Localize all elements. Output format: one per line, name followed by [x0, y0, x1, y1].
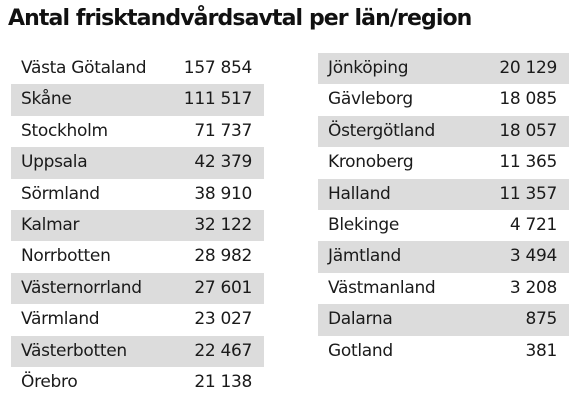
agreement-count: 381 [525, 340, 557, 361]
agreement-count: 32 122 [194, 214, 252, 235]
table-row: Gotland 381 [318, 336, 569, 367]
agreement-count: 38 910 [194, 183, 252, 204]
agreement-count: 18 057 [499, 120, 557, 141]
table-row: Västernorrland 27 601 [11, 272, 264, 305]
region-name: Gotland [328, 340, 393, 361]
region-name: Östergötland [328, 120, 436, 141]
agreement-count: 111 517 [183, 89, 253, 110]
page-title: Antal frisktandvårdsavtal per län/region [8, 6, 472, 31]
right-column-table: Jönköping 20 129 Gävleborg 18 085 Österg… [318, 53, 569, 367]
region-name: Jönköping [328, 58, 409, 78]
region-name: Stockholm [21, 120, 108, 141]
agreement-count: 11 357 [499, 183, 557, 204]
table-row: Kronoberg 11 365 [318, 147, 569, 178]
agreement-count: 11 365 [499, 152, 557, 173]
region-name: Kalmar [21, 214, 80, 235]
region-name: Norrbotten [21, 246, 111, 267]
agreement-count: 22 467 [194, 340, 252, 361]
agreement-count: 28 982 [194, 246, 252, 267]
region-name: Örebro [21, 371, 78, 392]
table-row: Västmanland 3 208 [318, 273, 569, 304]
region-name: Uppsala [21, 152, 88, 173]
table-row: Jämtland 3 494 [318, 241, 569, 273]
table-row: Värmland 23 027 [11, 304, 264, 335]
table-row: Uppsala 42 379 [11, 147, 264, 179]
region-name: Halland [328, 183, 391, 204]
region-name: Jämtland [328, 246, 401, 267]
agreement-count: 20 129 [499, 58, 557, 78]
agreement-count: 23 027 [194, 309, 252, 330]
table-row: Västa Götaland 157 854 [11, 53, 264, 84]
table-row: Sörmland 38 910 [11, 179, 264, 210]
region-name: Värmland [21, 309, 100, 330]
agreement-count: 27 601 [194, 277, 252, 298]
agreement-count: 71 737 [194, 120, 252, 141]
agreement-count: 875 [525, 309, 557, 330]
agreement-count: 3 494 [509, 246, 557, 267]
region-name: Skåne [21, 89, 72, 110]
table-row: Halland 11 357 [318, 178, 569, 210]
region-name: Västernorrland [21, 277, 142, 298]
region-name: Dalarna [328, 309, 393, 330]
region-name: Västa Götaland [21, 58, 147, 78]
agreement-count: 4 721 [509, 214, 557, 235]
left-column-table: Västa Götaland 157 854 Skåne 111 517 Sto… [11, 53, 264, 398]
region-name: Blekinge [328, 214, 400, 235]
agreement-count: 3 208 [509, 277, 557, 298]
agreement-count: 157 854 [183, 58, 253, 78]
agreement-count: 42 379 [194, 152, 252, 173]
region-name: Sörmland [21, 183, 100, 204]
agreement-count: 21 138 [194, 371, 252, 392]
table-row: Örebro 21 138 [11, 367, 264, 398]
region-name: Kronoberg [328, 152, 414, 173]
table-row: Kalmar 32 122 [11, 209, 264, 242]
table-row: Blekinge 4 721 [318, 210, 569, 241]
region-name: Västmanland [328, 277, 436, 298]
agreement-count: 18 085 [499, 89, 557, 110]
table-row: Jönköping 20 129 [318, 53, 569, 85]
table-row: Gävleborg 18 085 [318, 84, 569, 115]
table-row: Skåne 111 517 [11, 84, 264, 116]
table-row: Stockholm 71 737 [11, 116, 264, 147]
table-row: Västerbotten 22 467 [11, 335, 264, 367]
table-row: Dalarna 875 [318, 304, 569, 336]
table-row: Norrbotten 28 982 [11, 241, 264, 272]
region-name: Västerbotten [21, 340, 127, 361]
region-name: Gävleborg [328, 89, 413, 110]
table-row: Östergötland 18 057 [318, 115, 569, 148]
